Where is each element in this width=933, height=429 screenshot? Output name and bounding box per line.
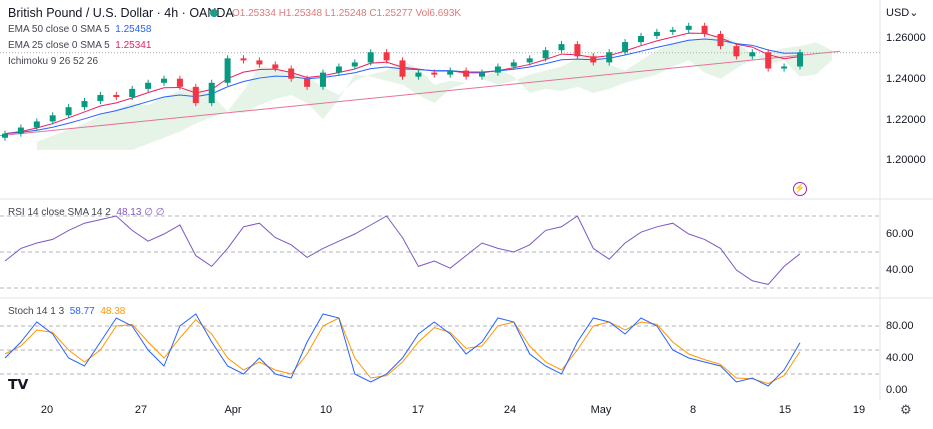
ema50-label: EMA 50 close 0 SMA 5: [8, 24, 110, 35]
candle: [320, 72, 326, 87]
x-tick: 19: [852, 404, 866, 416]
stoch-tick: 0.00: [886, 384, 908, 396]
currency-selector[interactable]: USD⌄: [886, 7, 919, 19]
candle: [176, 78, 183, 87]
price-tick: 1.26000: [886, 32, 926, 44]
candle: [685, 25, 692, 30]
ichimoku-legend[interactable]: Ichimoku 9 26 52 26: [8, 56, 99, 67]
tradingview-logo: 𝗧𝗩: [8, 376, 29, 392]
x-tick: 15: [778, 404, 792, 416]
candle: [33, 121, 40, 128]
candle: [622, 42, 629, 53]
ema25-value: 1.25341: [115, 40, 152, 51]
stoch-k-value: 58.77: [69, 306, 95, 317]
candle: [781, 66, 788, 69]
candle: [733, 46, 740, 57]
candle: [383, 52, 390, 61]
candle: [97, 94, 104, 102]
candle: [49, 115, 56, 122]
candle: [2, 133, 8, 138]
candle: [447, 70, 454, 75]
candle: [638, 35, 644, 43]
candle: [17, 127, 24, 134]
ema25-label: EMA 25 close 0 SMA 5: [8, 40, 110, 51]
price-tick: 1.22000: [886, 114, 926, 126]
candle: [224, 58, 231, 83]
x-tick: 8: [689, 404, 697, 416]
candle: [161, 78, 167, 83]
x-tick: Apr: [224, 404, 242, 416]
ohlc-readout: O1.25334 H1.25348 L1.25248 C1.25277 Vol6…: [232, 8, 462, 19]
candle: [765, 52, 772, 69]
candle: [415, 72, 422, 77]
candle: [65, 107, 72, 116]
candle: [351, 62, 358, 67]
price-tick: 1.20000: [886, 154, 926, 166]
candle: [256, 60, 263, 65]
stoch-d-value: 48.38: [100, 306, 126, 317]
rsi-value: 48.13 ∅ ∅: [116, 207, 165, 218]
rsi-legend[interactable]: RSI 14 close SMA 14 2 48.13 ∅ ∅: [8, 207, 164, 218]
candle: [653, 31, 660, 36]
ema50-legend[interactable]: EMA 50 close 0 SMA 5 1.25458: [8, 24, 151, 35]
x-tick: 20: [40, 404, 54, 416]
rsi-label: RSI 14 close SMA 14 2: [8, 207, 111, 218]
candle: [145, 82, 152, 89]
stoch-legend[interactable]: Stoch 14 1 3 58.77 48.38: [8, 306, 125, 317]
candle: [463, 70, 470, 77]
candle: [590, 56, 597, 63]
rsi-line: [4, 215, 801, 285]
price-tick: 1.24000: [886, 73, 926, 85]
candle: [717, 33, 724, 47]
candle: [192, 86, 199, 104]
candle: [494, 66, 501, 73]
candle: [129, 88, 136, 98]
stoch-d-line: [4, 317, 801, 385]
candle: [526, 58, 533, 63]
ema50-value: 1.25458: [115, 24, 152, 35]
candle: [367, 52, 374, 63]
x-tick: May: [590, 404, 612, 416]
settings-gear-icon[interactable]: ⚙: [900, 402, 912, 417]
x-tick: 24: [503, 404, 517, 416]
lightning-event-icon[interactable]: ⚡: [793, 182, 807, 196]
x-tick: 10: [319, 404, 333, 416]
ema25-legend[interactable]: EMA 25 close 0 SMA 5 1.25341: [8, 40, 151, 51]
symbol-title[interactable]: British Pound / U.S. Dollar · 4h · OANDA: [8, 6, 234, 20]
candle: [272, 64, 279, 69]
candle: [431, 72, 438, 75]
candle: [510, 62, 517, 67]
stoch-k-line: [4, 313, 801, 387]
candle: [335, 66, 342, 73]
stoch-tick: 40.00: [886, 352, 914, 364]
candle: [240, 58, 247, 61]
candle: [208, 82, 215, 104]
rsi-tick: 60.00: [886, 228, 914, 240]
candle: [749, 52, 756, 57]
candle: [669, 29, 676, 32]
candle: [81, 101, 88, 108]
rsi-tick: 40.00: [886, 264, 914, 276]
stoch-tick: 80.00: [886, 320, 914, 332]
trend-line: [0, 50, 841, 137]
candle: [606, 52, 613, 63]
candle: [288, 68, 295, 79]
candle: [701, 25, 708, 34]
candle: [797, 52, 803, 67]
candle: [304, 78, 311, 87]
x-tick: 17: [411, 404, 425, 416]
candle: [399, 60, 406, 77]
candle: [479, 72, 485, 77]
x-tick: 27: [134, 404, 148, 416]
market-status-dot: [210, 9, 218, 17]
candle: [113, 94, 120, 98]
stoch-label: Stoch 14 1 3: [8, 306, 65, 317]
candle: [574, 44, 581, 57]
candle: [558, 44, 565, 51]
candle: [542, 50, 549, 59]
